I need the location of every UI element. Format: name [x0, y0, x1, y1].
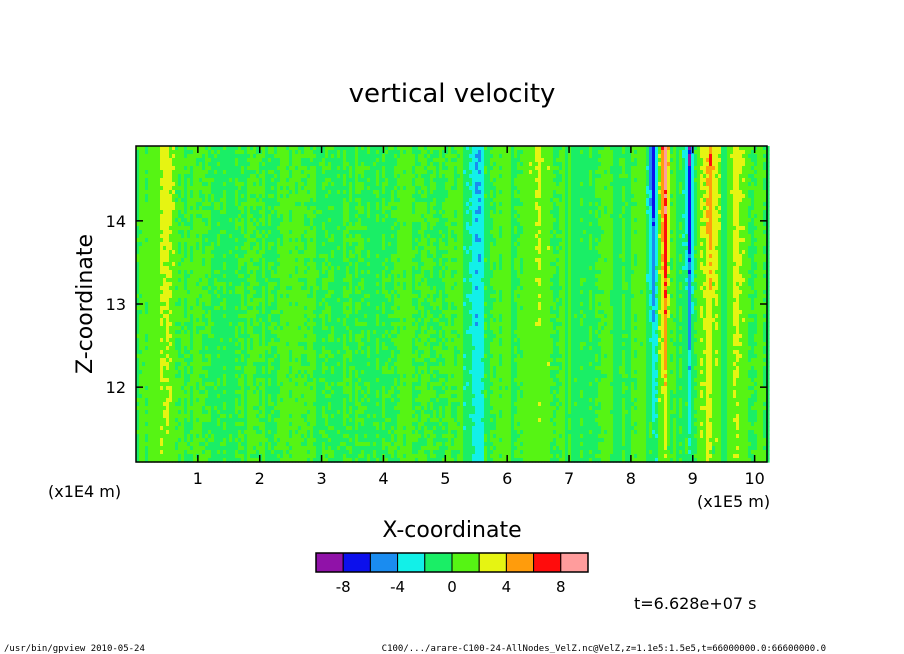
colorbar-swatch — [315, 552, 344, 573]
x-tick-label: 5 — [440, 469, 450, 488]
colorbar-label: -8 — [336, 578, 351, 596]
time-label: t=6.628e+07 s — [634, 594, 757, 613]
x-tick-label: 8 — [626, 469, 636, 488]
x-tick-label: 4 — [378, 469, 388, 488]
colorbar-swatch — [451, 552, 480, 573]
x-tick-label: 10 — [744, 469, 764, 488]
x-axis-ticks: 1 2 3 4 5 6 7 8 9 10 — [193, 146, 765, 488]
colorbar-swatch — [342, 552, 371, 573]
colorbar-swatch — [478, 552, 507, 573]
footer-left: /usr/bin/gpview 2010-05-24 — [4, 644, 145, 654]
colorbar-label: 8 — [556, 578, 566, 596]
colorbar-label: -4 — [390, 578, 405, 596]
y-tick-label: 13 — [106, 295, 126, 314]
colorbar-swatch — [505, 552, 535, 573]
x-tick-label: 1 — [193, 469, 203, 488]
chart-title: vertical velocity — [349, 79, 556, 109]
colorbar-label: 4 — [502, 578, 512, 596]
colorbar-swatch — [533, 552, 562, 573]
colorbar: -8 -4 0 4 8 — [315, 552, 589, 596]
y-tick-label: 14 — [106, 212, 126, 231]
colorbar-swatch — [424, 552, 453, 573]
x-tick-label: 9 — [688, 469, 698, 488]
colorbar-swatch — [560, 552, 589, 573]
y-tick-label: 12 — [106, 378, 126, 397]
colorbar-label: 0 — [447, 578, 457, 596]
colorbar-frame — [315, 552, 589, 573]
x-tick-label: 2 — [255, 469, 265, 488]
colorbar-swatch — [397, 552, 426, 573]
velocity-field — [136, 146, 770, 463]
x-axis-label: X-coordinate — [382, 518, 521, 543]
footer-right: C100/.../arare-C100-24-AllNodes_VelZ.nc@… — [382, 644, 826, 654]
x-tick-label: 7 — [564, 469, 574, 488]
y-axis-ticks: 12 13 14 — [106, 212, 767, 397]
x-tick-label: 3 — [316, 469, 326, 488]
y-axis-label: Z-coordinate — [73, 234, 98, 374]
colorbar-swatch — [369, 552, 399, 573]
x-unit-label: (x1E5 m) — [697, 492, 770, 511]
x-tick-label: 6 — [502, 469, 512, 488]
y-unit-label: (x1E4 m) — [48, 482, 121, 501]
